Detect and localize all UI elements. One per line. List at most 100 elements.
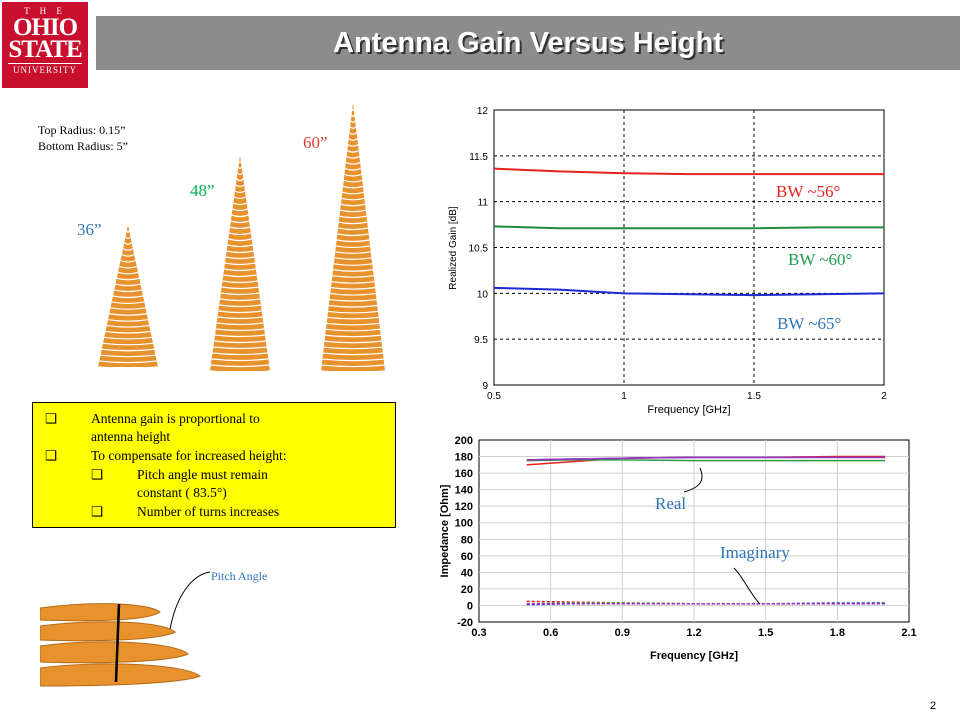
helix-turn (121, 254, 135, 257)
bw-60-label: BW ~60° (788, 250, 853, 269)
helix-turn (321, 364, 385, 368)
real-annotation: Real (655, 494, 687, 513)
y-tick-label: 9.5 (474, 335, 488, 346)
helix-turn (338, 221, 368, 225)
logo-state: STATE (8, 36, 82, 63)
helix-turn (212, 352, 268, 356)
helix-turn (350, 120, 356, 123)
helix-turn (223, 274, 257, 278)
helix-turn (99, 360, 157, 364)
bottom-radius-text: Bottom Radius: 5” (38, 139, 128, 153)
x-tick-label: 0.9 (615, 627, 630, 639)
antenna-60-icon (320, 103, 386, 374)
helix-turn (347, 144, 359, 147)
title-bar (96, 16, 960, 70)
helix-turn (226, 250, 254, 254)
x-tick-label: 2 (881, 391, 887, 402)
helix-turn (122, 248, 134, 251)
helix-turn (335, 251, 371, 254)
helix-turn (347, 150, 359, 153)
helix-turn (328, 304, 378, 308)
y-tick-label: 12 (477, 106, 489, 117)
helix-turn (342, 185, 364, 189)
helix-turn (211, 358, 269, 362)
helix-turn (330, 287, 376, 290)
helix-turn (329, 298, 377, 302)
helix-turn (116, 277, 140, 281)
top-radius-text: Top Radius: 0.15” (38, 123, 126, 137)
checkbox-bullet-icon: ❑ (91, 467, 104, 482)
helix-turn (327, 316, 379, 320)
pitch-angle-label: Pitch Angle (211, 569, 268, 583)
impedance-series (526, 455, 886, 606)
helix-turn (326, 322, 380, 326)
y-tick-label: 180 (455, 452, 473, 464)
helix-turn (214, 340, 266, 344)
pitch-angle-figure (40, 571, 211, 687)
helix-turn (339, 215, 367, 219)
page-number: 2 (930, 700, 937, 712)
y-tick-label: 11.5 (469, 152, 488, 163)
imaginary-leader-line (733, 567, 761, 605)
height-label-36: 36” (77, 220, 102, 239)
helix-turn (235, 184, 245, 188)
helix-turn (322, 358, 384, 362)
helix-turn (209, 370, 271, 374)
helix-turn (114, 289, 142, 293)
helix-turn (120, 259, 136, 263)
helix-turn (213, 346, 267, 350)
helix-turn (342, 191, 364, 195)
helix-turn (237, 172, 243, 176)
helix-turn (337, 233, 369, 237)
gain-x-axis-label: Frequency [GHz] (647, 404, 730, 416)
helix-turn (340, 203, 366, 207)
helix-turn (333, 263, 373, 266)
imaginary-annotation: Imaginary (720, 543, 790, 562)
helix-turn (216, 322, 264, 326)
y-tick-label: -20 (457, 617, 473, 629)
helix-turn (325, 334, 381, 338)
helix-turn (224, 262, 256, 266)
helix-turn (232, 208, 248, 212)
impedance-chart: 0.3 0.6 0.9 1.2 1.5 1.8 2.1 -20 0 20 40 60 80 100 120 1… (439, 435, 917, 662)
helix-turn (228, 238, 252, 242)
helix-turn (234, 190, 246, 194)
impedance-tick-labels: 0.3 0.6 0.9 1.2 1.5 1.8 2.1 -20 0 20 40 60 80 100 120 1… (455, 435, 917, 639)
helix-turn (104, 336, 152, 340)
helix-turn (229, 226, 251, 230)
height-label-48: 48” (190, 181, 215, 200)
helix-turn (126, 230, 130, 233)
helix-turn (349, 126, 357, 129)
helix-turn (97, 366, 159, 370)
helix-turn (351, 108, 355, 112)
helix-turn (343, 179, 363, 183)
x-tick-label: 1.2 (686, 627, 701, 639)
helix-turn (123, 242, 133, 245)
helix-turn (119, 265, 137, 269)
sub-1-cont: constant ( 83.5°) (137, 485, 227, 500)
helix-turn (110, 307, 146, 310)
helix-turn (102, 342, 154, 346)
cone-body (210, 155, 270, 371)
y-tick-label: 120 (455, 501, 473, 513)
helix-turn (323, 352, 383, 356)
antenna-36-icon (97, 225, 159, 370)
x-tick-label: 2.1 (901, 627, 916, 639)
x-tick-label: 0.3 (471, 627, 486, 639)
series-line-2 (493, 225, 884, 230)
y-tick-label: 40 (461, 567, 473, 579)
y-tick-label: 200 (455, 435, 473, 447)
helix-turn (220, 292, 260, 296)
real-leader-line (683, 467, 703, 493)
y-tick-label: 80 (461, 534, 473, 546)
helix-turn (215, 328, 265, 332)
helix-turn (344, 173, 362, 177)
helix-turn (330, 292, 376, 296)
helical-antennas-figure (97, 103, 386, 374)
helix-turn (219, 298, 261, 302)
logo-university: UNIVERSITY (8, 63, 82, 75)
y-tick-label: 100 (455, 518, 473, 530)
bw-65-label: BW ~65° (777, 314, 842, 333)
x-tick-label: 1.8 (830, 627, 845, 639)
helix-turn (346, 156, 360, 159)
